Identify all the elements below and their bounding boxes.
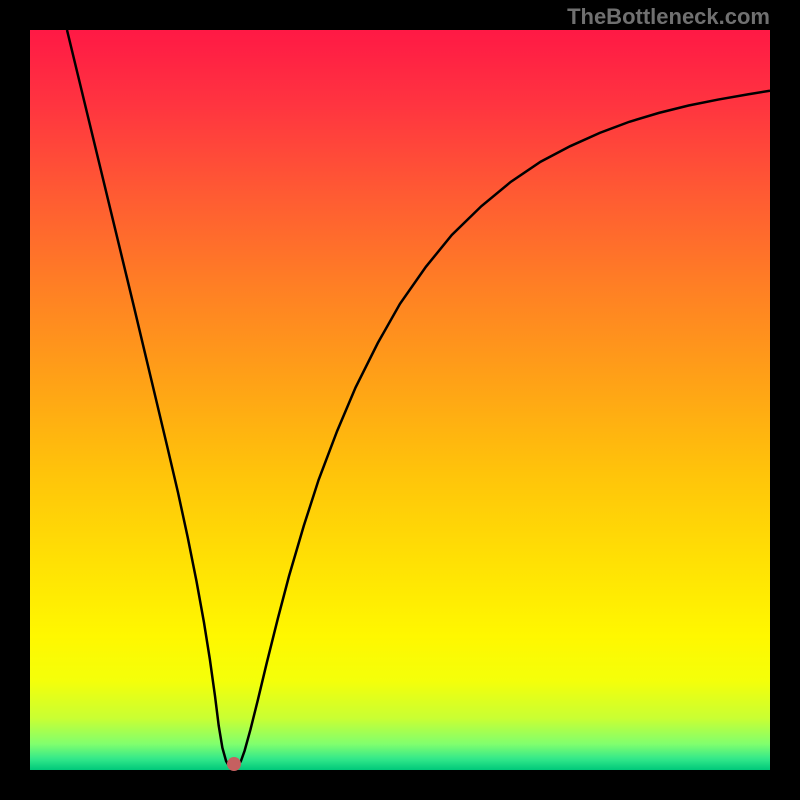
plot-area: [30, 30, 770, 770]
optimal-point-marker: [227, 757, 241, 771]
chart-container: TheBottleneck.com: [0, 0, 800, 800]
watermark-text: TheBottleneck.com: [567, 4, 770, 30]
bottleneck-curve: [30, 30, 770, 770]
